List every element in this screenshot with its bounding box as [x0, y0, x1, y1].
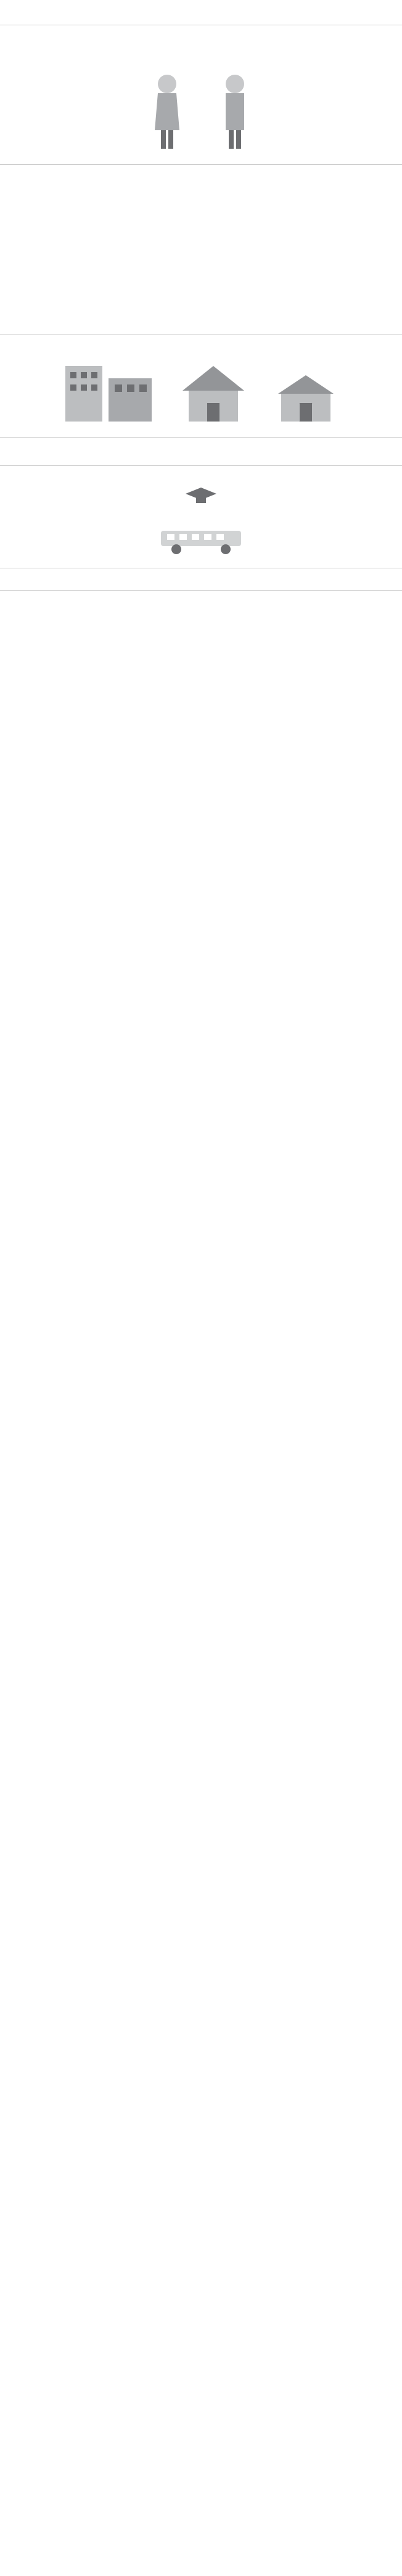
school-bus-icon	[158, 525, 244, 555]
grad-cap-wrap	[12, 484, 390, 512]
age-line-chart	[12, 199, 390, 322]
suburban-house-icon	[176, 360, 250, 422]
urbanity-illustrations	[12, 360, 390, 422]
bus-wrap	[12, 525, 390, 559]
urbanity-section	[0, 335, 402, 438]
man-figure-icon	[210, 69, 260, 155]
rural-barn-icon	[269, 372, 343, 422]
header	[0, 0, 402, 19]
infographic-container	[0, 0, 402, 615]
gender-section	[0, 25, 402, 165]
income-section	[0, 568, 402, 591]
education-section	[0, 466, 402, 568]
women-pie-col	[142, 48, 192, 155]
men-pie-col	[210, 48, 260, 155]
legend-row	[0, 19, 402, 25]
age-section	[0, 165, 402, 335]
woman-figure-icon	[142, 69, 192, 155]
urban-building-icon	[59, 360, 158, 422]
grad-cap-icon	[183, 484, 219, 509]
race-section	[0, 438, 402, 466]
source-credit	[0, 591, 402, 615]
